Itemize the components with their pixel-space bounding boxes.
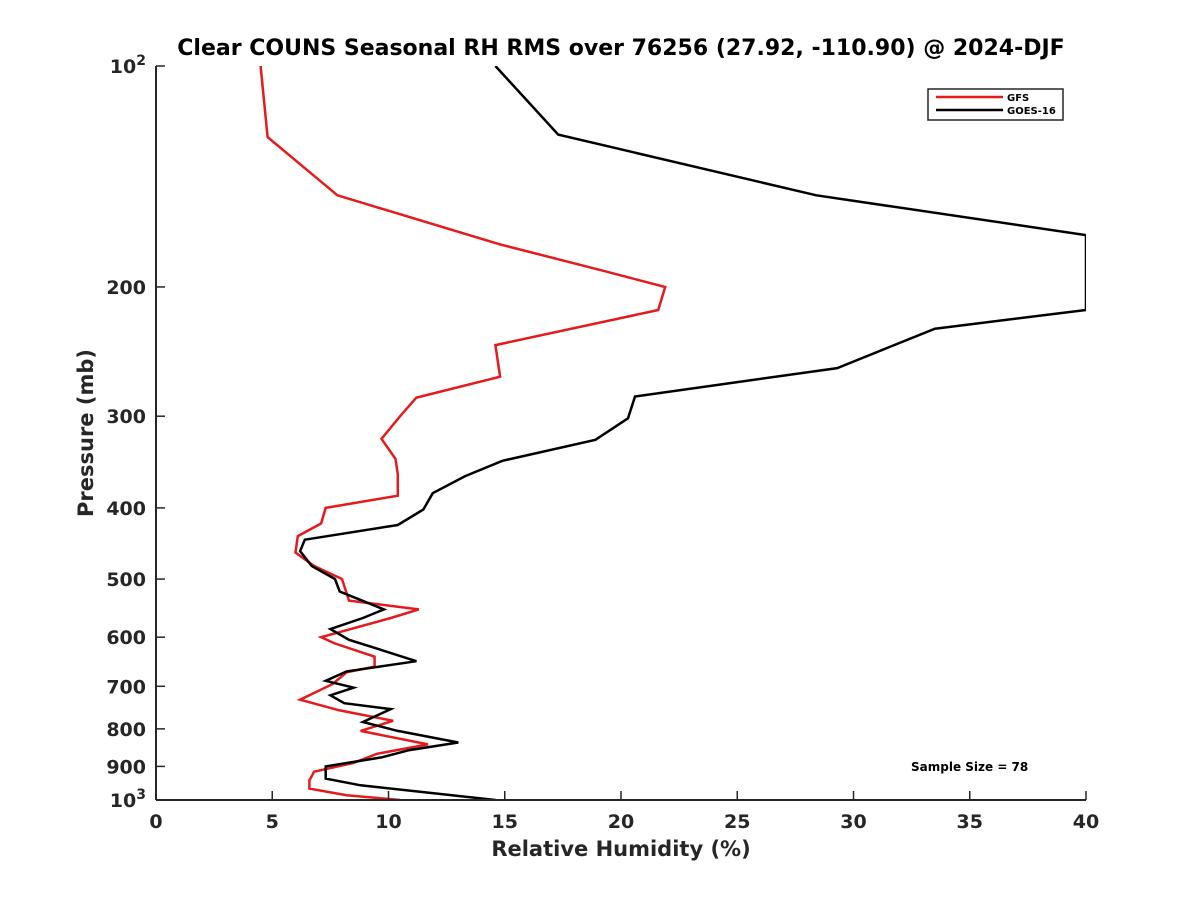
legend: GFS GOES-16	[927, 88, 1064, 121]
y-tick-label: 103	[110, 787, 146, 812]
y-axis-label: Pressure (mb)	[74, 349, 98, 517]
x-tick-label: 25	[724, 811, 750, 833]
series-layer	[259, 66, 1086, 800]
y-tick-label: 800	[106, 719, 146, 741]
x-tick-label: 30	[840, 811, 866, 833]
x-tick-label: 35	[957, 811, 983, 833]
x-tick-label: 40	[1073, 811, 1099, 833]
x-tick-label: 0	[149, 811, 162, 833]
y-tick-label: 400	[106, 498, 146, 520]
y-tick-exponent: 2	[136, 53, 146, 69]
x-tick-label: 5	[266, 811, 279, 833]
legend-box	[927, 88, 1064, 121]
x-tick-label: 20	[608, 811, 634, 833]
y-tick-label: 700	[106, 676, 146, 698]
legend-gfs-label: GFS	[1007, 93, 1029, 104]
x-axis-label: Relative Humidity (%)	[491, 837, 750, 861]
series-line-goes-16	[298, 66, 1086, 800]
x-tick-label: 15	[492, 811, 518, 833]
y-tick-base: 10	[110, 790, 136, 812]
y-tick-label: 600	[106, 627, 146, 649]
y-tick-exponent: 3	[136, 787, 146, 803]
y-tick-label: 500	[106, 569, 146, 591]
sample-size-annotation: Sample Size = 78	[911, 760, 1028, 774]
x-tick-label: 10	[375, 811, 401, 833]
legend-goes16-label: GOES-16	[1007, 106, 1056, 117]
y-tick-label: 102	[110, 53, 146, 78]
y-tick-label: 200	[106, 277, 146, 299]
chart-title: Clear COUNS Seasonal RH RMS over 76256 (…	[177, 36, 1064, 61]
ticks-layer: 0 5 10 15 20 25 30 35 40102200300400500600700800…	[106, 53, 1099, 833]
series-line-gfs	[259, 66, 667, 800]
y-tick-base: 10	[110, 56, 136, 78]
y-tick-label: 300	[106, 406, 146, 428]
y-tick-label: 900	[106, 756, 146, 778]
